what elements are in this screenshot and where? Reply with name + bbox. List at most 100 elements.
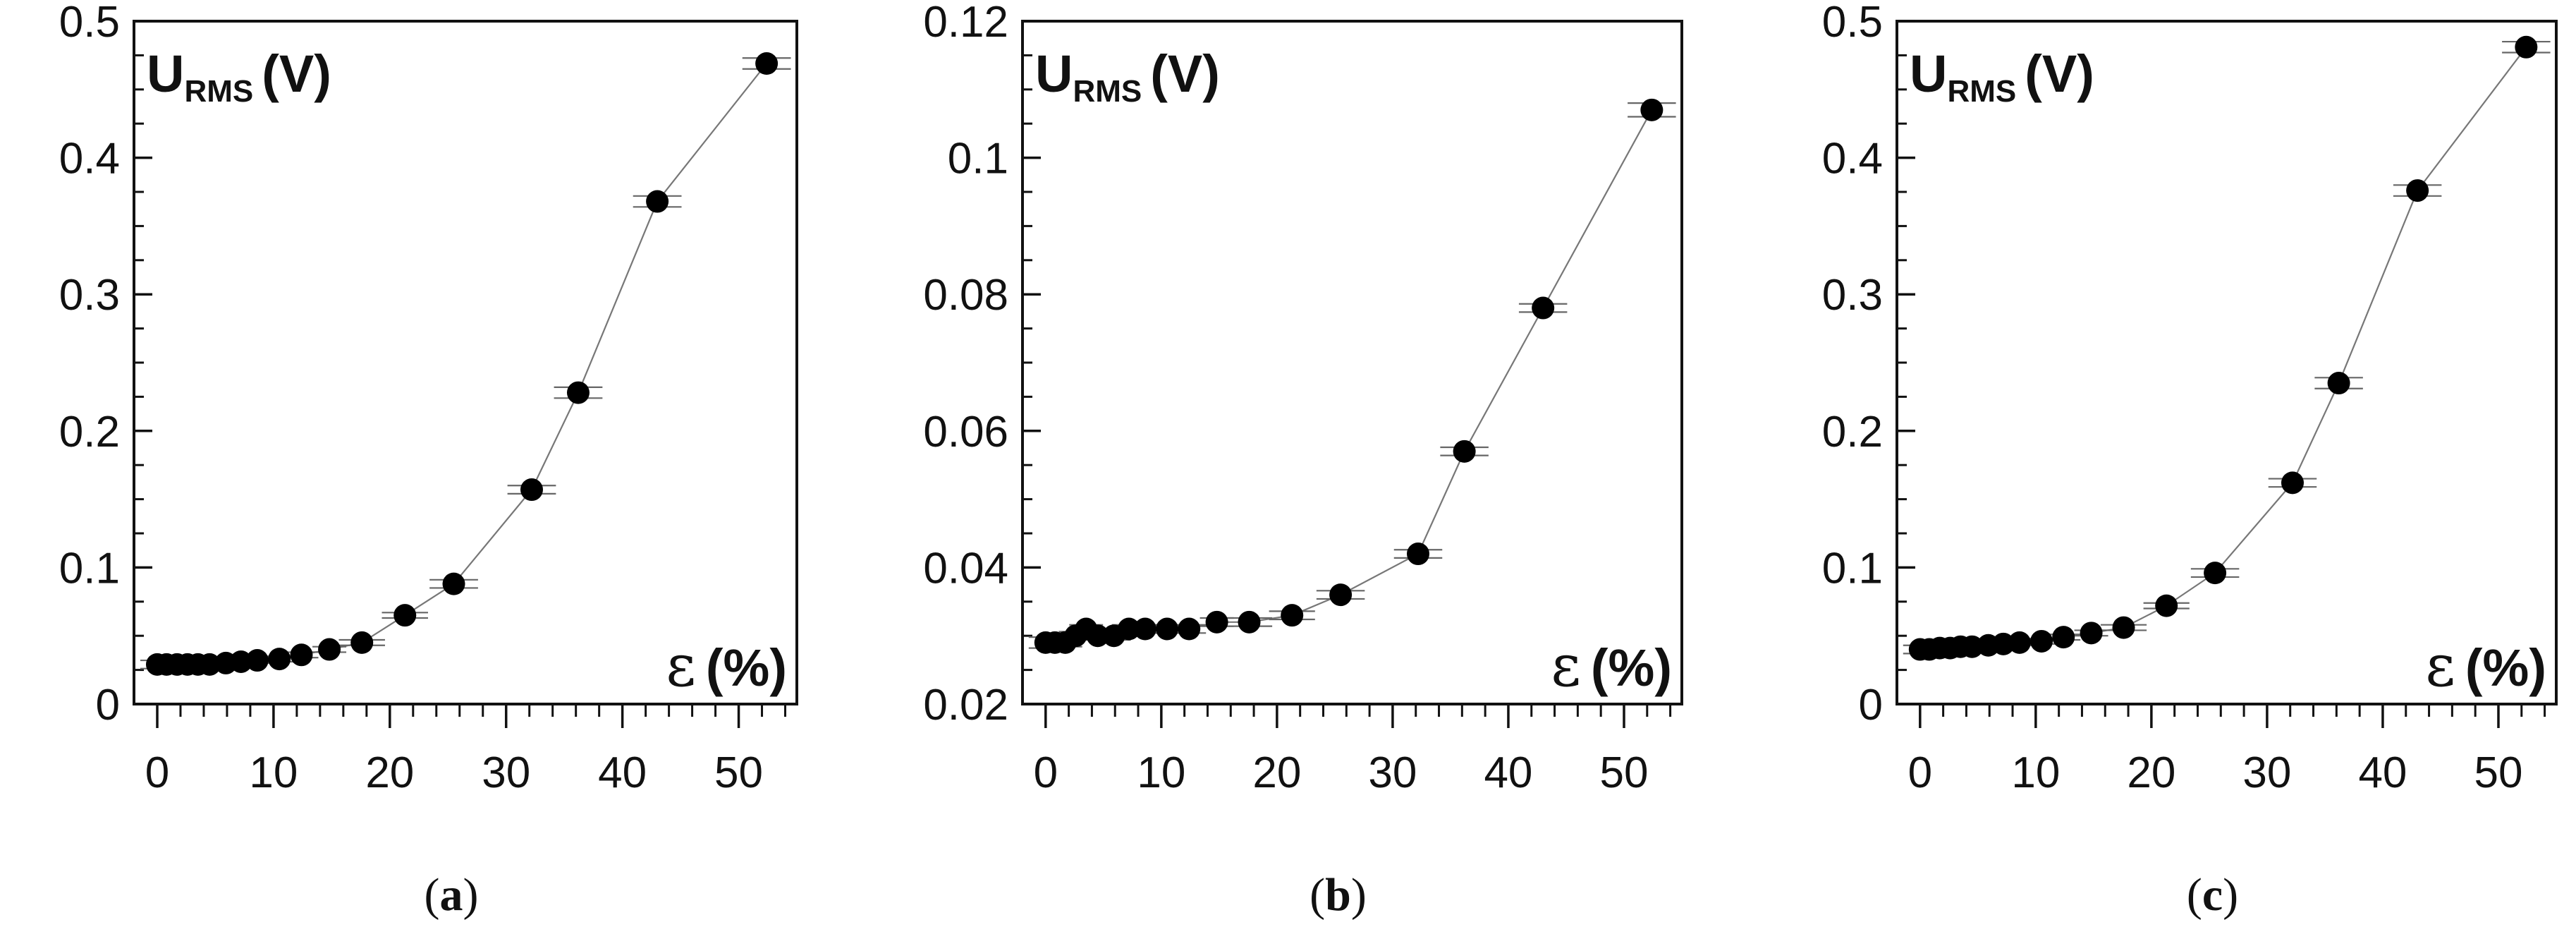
data-point bbox=[1991, 632, 2015, 655]
data-point bbox=[268, 648, 291, 671]
y-axis-title-sub: RMS bbox=[184, 74, 253, 109]
data-point bbox=[1117, 617, 1140, 641]
data-point bbox=[1238, 610, 1261, 634]
data-point bbox=[1281, 604, 1304, 627]
data-point bbox=[1640, 98, 1664, 121]
data-point bbox=[393, 604, 417, 627]
data-point bbox=[566, 381, 590, 404]
y-axis-title-main: U bbox=[147, 44, 184, 103]
panel-caption-letter: b bbox=[1325, 869, 1351, 921]
data-series-line bbox=[1045, 109, 1653, 644]
panel-c: 0 0.1 0.2 0.3 0.4 0.5 0 10 20 30 40 50 URMS (V) ε (%) (c… bbox=[1822, 0, 2558, 921]
y-tick-label: 0.1 bbox=[1822, 544, 1883, 593]
x-axis-title: ε (%) bbox=[666, 633, 787, 700]
panel-caption-open: ( bbox=[425, 869, 440, 921]
plot-frame bbox=[1896, 20, 2558, 705]
panel-a: 0 0.1 0.2 0.3 0.4 0.5 0 10 20 30 40 50 URMS (V) ε (%) (a… bbox=[59, 0, 798, 921]
data-point bbox=[198, 653, 221, 676]
data-series-line bbox=[157, 63, 767, 666]
panel-caption-open: ( bbox=[2187, 869, 2202, 921]
data-point bbox=[520, 478, 543, 502]
x-tick-label: 0 bbox=[1908, 749, 1932, 797]
x-tick-label: 20 bbox=[2127, 749, 2175, 797]
data-point bbox=[2204, 562, 2227, 585]
data-point bbox=[755, 52, 779, 75]
data-point bbox=[318, 638, 341, 661]
panel-caption: (c) bbox=[2187, 869, 2238, 921]
data-point bbox=[290, 643, 313, 667]
y-axis-title-unit: (V) bbox=[262, 44, 331, 103]
data-point bbox=[1205, 610, 1228, 634]
data-point bbox=[646, 190, 669, 213]
y-tick-label: 0.5 bbox=[59, 0, 120, 47]
y-axis-title-unit: (V) bbox=[2025, 44, 2094, 103]
x-tick-label: 30 bbox=[2242, 749, 2291, 797]
y-axis-title-main: U bbox=[1910, 44, 1947, 103]
x-tick-label: 50 bbox=[1599, 749, 1648, 797]
x-tick-label: 0 bbox=[1034, 749, 1058, 797]
y-tick-label: 0 bbox=[1859, 681, 1883, 729]
y-axis-title-unit: (V) bbox=[1150, 44, 1220, 103]
x-axis-title-unit: (%) bbox=[1591, 638, 1672, 697]
panel-caption-close: ) bbox=[2223, 869, 2238, 921]
data-point bbox=[1156, 617, 1179, 641]
y-tick-label: 0.12 bbox=[923, 0, 1008, 47]
x-tick-label: 20 bbox=[1252, 749, 1301, 797]
panel-b: 0.02 0.04 0.06 0.08 0.1 0.12 0 10 20 30 40 50 URMS (V… bbox=[923, 0, 1683, 921]
data-point bbox=[350, 631, 374, 654]
y-tick-label: 0.1 bbox=[948, 135, 1008, 183]
data-point bbox=[1532, 296, 1555, 320]
data-point bbox=[2327, 372, 2350, 395]
x-axis-title-unit: (%) bbox=[2465, 638, 2546, 697]
x-tick-label: 30 bbox=[1368, 749, 1417, 797]
panel-caption-close: ) bbox=[1351, 869, 1367, 921]
x-tick-label: 10 bbox=[1137, 749, 1185, 797]
x-tick-label: 10 bbox=[2011, 749, 2060, 797]
x-tick-label: 50 bbox=[2474, 749, 2522, 797]
data-point bbox=[1178, 617, 1201, 641]
data-point bbox=[442, 572, 465, 595]
data-point bbox=[1133, 617, 1156, 641]
y-tick-label: 0.5 bbox=[1822, 0, 1883, 47]
y-axis-title: URMS (V) bbox=[147, 44, 331, 109]
y-tick-label: 0.06 bbox=[923, 408, 1008, 456]
x-tick-label: 0 bbox=[145, 749, 169, 797]
data-point bbox=[2008, 631, 2031, 654]
panel-caption-open: ( bbox=[1310, 869, 1325, 921]
data-point bbox=[2112, 616, 2135, 639]
x-axis-title-symbol: ε bbox=[2425, 633, 2455, 700]
plot-frame bbox=[133, 20, 798, 705]
data-series-line bbox=[1919, 47, 2527, 650]
y-tick-label: 0.2 bbox=[1822, 408, 1883, 456]
data-point bbox=[2080, 622, 2103, 645]
y-tick-label: 0 bbox=[96, 681, 120, 729]
y-tick-label: 0.08 bbox=[923, 271, 1008, 320]
x-axis-title: ε (%) bbox=[2425, 633, 2546, 700]
x-tick-label: 40 bbox=[1484, 749, 1532, 797]
y-axis-title: URMS (V) bbox=[1910, 44, 2094, 109]
x-tick-label: 50 bbox=[714, 749, 763, 797]
panel-caption-letter: a bbox=[440, 869, 463, 921]
x-tick-label: 30 bbox=[482, 749, 530, 797]
panel-caption-letter: c bbox=[2202, 869, 2223, 921]
data-point bbox=[2515, 35, 2538, 59]
data-point bbox=[2155, 594, 2178, 617]
y-axis-title: URMS (V) bbox=[1035, 44, 1220, 109]
panel-caption-close: ) bbox=[463, 869, 479, 921]
data-point bbox=[2052, 626, 2075, 649]
panel-caption: (b) bbox=[1310, 869, 1367, 921]
y-tick-label: 0.3 bbox=[59, 271, 120, 320]
y-tick-label: 0.2 bbox=[59, 408, 120, 456]
data-point bbox=[1960, 635, 1984, 658]
data-point bbox=[1407, 543, 1429, 566]
data-point bbox=[229, 650, 252, 673]
x-tick-label: 40 bbox=[2358, 749, 2407, 797]
data-point bbox=[2406, 179, 2429, 202]
x-axis-title: ε (%) bbox=[1551, 633, 1672, 700]
x-axis-title-symbol: ε bbox=[666, 633, 695, 700]
data-point bbox=[1329, 583, 1353, 607]
y-axis-title-sub: RMS bbox=[1947, 74, 2016, 109]
data-point bbox=[1086, 624, 1109, 648]
x-tick-label: 20 bbox=[365, 749, 414, 797]
